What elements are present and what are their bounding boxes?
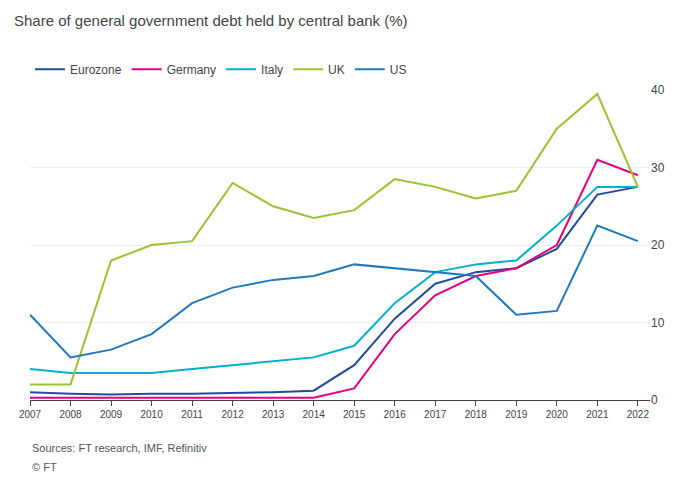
svg-text:0: 0 (651, 393, 658, 407)
svg-text:2020: 2020 (546, 409, 569, 420)
svg-text:10: 10 (651, 316, 665, 330)
svg-text:Italy: Italy (261, 63, 283, 77)
svg-text:Sources: FT research, IMF, Ref: Sources: FT research, IMF, Refinitiv (32, 442, 207, 454)
svg-text:20: 20 (651, 238, 665, 252)
svg-text:US: US (390, 63, 407, 77)
svg-text:2013: 2013 (262, 409, 285, 420)
svg-text:2015: 2015 (343, 409, 366, 420)
svg-text:2022: 2022 (627, 409, 650, 420)
svg-text:2014: 2014 (303, 409, 326, 420)
svg-text:UK: UK (328, 63, 345, 77)
svg-text:30: 30 (651, 161, 665, 175)
svg-text:2021: 2021 (586, 409, 609, 420)
svg-text:2018: 2018 (465, 409, 488, 420)
svg-text:2011: 2011 (181, 409, 203, 420)
svg-text:Germany: Germany (167, 63, 216, 77)
svg-text:© FT: © FT (32, 461, 57, 473)
svg-text:2012: 2012 (221, 409, 244, 420)
svg-text:2008: 2008 (59, 409, 82, 420)
svg-text:2017: 2017 (424, 409, 447, 420)
svg-text:2007: 2007 (19, 409, 42, 420)
svg-text:Share of general government de: Share of general government debt held by… (14, 12, 408, 29)
svg-text:Eurozone: Eurozone (70, 63, 122, 77)
svg-text:2009: 2009 (100, 409, 123, 420)
svg-text:2010: 2010 (140, 409, 163, 420)
svg-text:2016: 2016 (384, 409, 407, 420)
svg-text:40: 40 (651, 83, 665, 97)
svg-text:2019: 2019 (505, 409, 528, 420)
